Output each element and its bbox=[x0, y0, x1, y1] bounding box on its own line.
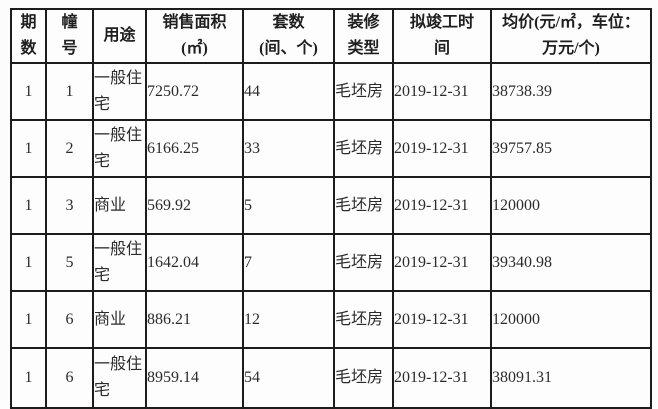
cell-units: 54 bbox=[242, 347, 335, 409]
cell-decoration: 毛坯房 bbox=[333, 347, 394, 409]
cell-area: 1642.04 bbox=[145, 233, 244, 292]
cell-building: 2 bbox=[45, 119, 94, 178]
table-body: 1 1 一般住宅 7250.72 44 毛坯房 2019-12-31 38738.39 1 2 一般… bbox=[10, 62, 652, 409]
cell-price: 38738.39 bbox=[490, 62, 652, 121]
cell-price: 39757.85 bbox=[490, 119, 652, 178]
table-row: 1 5 一般住宅 1642.04 7 毛坯房 2019-12-31 39340.98 bbox=[10, 233, 652, 292]
table-row: 1 1 一般住宅 7250.72 44 毛坯房 2019-12-31 38738.39 bbox=[10, 62, 652, 121]
table-header: 期数幢号用途 销售面积 (㎡) 套数 (间、个) 装修 类型 拟竣工时间均价(元/㎡，车位：万… bbox=[10, 8, 652, 64]
cell-usage: 一般住宅 bbox=[92, 62, 147, 121]
cell-building: 3 bbox=[45, 176, 94, 235]
cell-decoration: 毛坯房 bbox=[333, 119, 394, 178]
header-cell-building: 幢号 bbox=[45, 8, 94, 64]
cell-area: 6166.25 bbox=[145, 119, 244, 178]
cell-building: 6 bbox=[45, 347, 94, 409]
header-line: 拟竣工时 bbox=[409, 14, 474, 31]
header-line: 数 bbox=[20, 40, 37, 57]
header-line: 万元/个) bbox=[542, 40, 600, 57]
cell-decoration: 毛坯房 bbox=[333, 290, 394, 349]
header-line: 套数 bbox=[272, 14, 305, 31]
cell-period: 1 bbox=[10, 347, 47, 409]
header-cell-decoration: 装修 类型 bbox=[333, 8, 394, 64]
cell-usage: 一般住宅 bbox=[92, 233, 147, 292]
header-cell-completion: 拟竣工时间 bbox=[392, 8, 492, 64]
cell-units: 5 bbox=[242, 176, 335, 235]
cell-completion: 2019-12-31 bbox=[392, 233, 492, 292]
table-row: 1 2 一般住宅 6166.25 33 毛坯房 2019-12-31 39757.85 bbox=[10, 119, 652, 178]
cell-period: 1 bbox=[10, 290, 47, 349]
cell-area: 569.92 bbox=[145, 176, 244, 235]
table-row: 1 6 商业 886.21 12 毛坯房 2019-12-31 120000 bbox=[10, 290, 652, 349]
cell-units: 33 bbox=[242, 119, 335, 178]
table-row: 1 3 商业 569.92 5 毛坯房 2019-12-31 120000 bbox=[10, 176, 652, 235]
cell-building: 1 bbox=[45, 62, 94, 121]
cell-price: 38091.31 bbox=[490, 347, 652, 409]
cell-completion: 2019-12-31 bbox=[392, 290, 492, 349]
cell-period: 1 bbox=[10, 233, 47, 292]
sales-data-table: 期数幢号用途 销售面积 (㎡) 套数 (间、个) 装修 类型 拟竣工时间均价(元/㎡，车位：万… bbox=[10, 8, 652, 409]
header-line: 幢 bbox=[61, 14, 78, 31]
cell-price: 39340.98 bbox=[490, 233, 652, 292]
header-cell-price: 均价(元/㎡，车位： 万元/个) bbox=[490, 8, 652, 64]
cell-units: 44 bbox=[242, 62, 335, 121]
cell-usage: 商业 bbox=[92, 176, 147, 235]
header-line: 销售面积 bbox=[162, 14, 227, 31]
cell-period: 1 bbox=[10, 119, 47, 178]
cell-building: 6 bbox=[45, 290, 94, 349]
cell-area: 886.21 bbox=[145, 290, 244, 349]
cell-completion: 2019-12-31 bbox=[392, 176, 492, 235]
header-line: (间、个) bbox=[259, 40, 318, 57]
header-row: 期数幢号用途 销售面积 (㎡) 套数 (间、个) 装修 类型 拟竣工时间均价(元/㎡，车位：万… bbox=[10, 8, 652, 64]
cell-usage: 一般住宅 bbox=[92, 119, 147, 178]
cell-building: 5 bbox=[45, 233, 94, 292]
cell-decoration: 毛坯房 bbox=[333, 176, 394, 235]
header-line: 装修 bbox=[347, 14, 380, 31]
header-line: 间 bbox=[433, 40, 450, 57]
cell-price: 120000 bbox=[490, 290, 652, 349]
cell-period: 1 bbox=[10, 176, 47, 235]
cell-area: 7250.72 bbox=[145, 62, 244, 121]
header-line: 用途 bbox=[103, 27, 136, 44]
header-line: 期 bbox=[20, 14, 37, 31]
header-cell-period: 期数 bbox=[10, 8, 47, 64]
cell-decoration: 毛坯房 bbox=[333, 233, 394, 292]
cell-completion: 2019-12-31 bbox=[392, 347, 492, 409]
cell-price: 120000 bbox=[490, 176, 652, 235]
header-line: 均价(元/㎡，车位： bbox=[502, 14, 640, 31]
header-line: 号 bbox=[61, 40, 78, 57]
cell-decoration: 毛坯房 bbox=[333, 62, 394, 121]
cell-units: 7 bbox=[242, 233, 335, 292]
header-line: (㎡) bbox=[181, 40, 208, 57]
cell-period: 1 bbox=[10, 62, 47, 121]
cell-usage: 一般住宅 bbox=[92, 347, 147, 409]
cell-usage: 商业 bbox=[92, 290, 147, 349]
header-line: 类型 bbox=[347, 40, 380, 57]
cell-units: 12 bbox=[242, 290, 335, 349]
header-cell-usage: 用途 bbox=[92, 8, 147, 64]
header-cell-area: 销售面积 (㎡) bbox=[145, 8, 244, 64]
header-cell-units: 套数 (间、个) bbox=[242, 8, 335, 64]
cell-completion: 2019-12-31 bbox=[392, 62, 492, 121]
cell-area: 8959.14 bbox=[145, 347, 244, 409]
cell-completion: 2019-12-31 bbox=[392, 119, 492, 178]
table-row: 1 6 一般住宅 8959.14 54 毛坯房 2019-12-31 38091.31 bbox=[10, 347, 652, 409]
